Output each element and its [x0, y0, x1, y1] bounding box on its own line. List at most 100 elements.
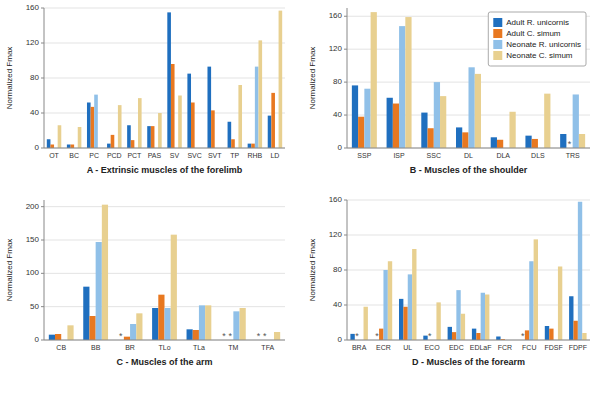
- bar: [71, 145, 75, 149]
- bar: [193, 330, 199, 340]
- annotation: *: [263, 331, 267, 341]
- bar: [152, 308, 158, 340]
- bar: [111, 135, 115, 148]
- x-tick-label: SVC: [187, 152, 201, 159]
- annotation: *: [119, 331, 123, 341]
- x-tick-label: BB: [91, 344, 101, 351]
- x-tick-label: DLS: [531, 152, 545, 159]
- bar: [96, 242, 102, 340]
- bar: [461, 314, 465, 340]
- bar: [579, 134, 585, 148]
- y-tick-label: 120: [329, 44, 343, 53]
- y-tick-label: 120: [329, 230, 343, 239]
- panel: 04080120160OTBCPCPCDPCTPASSVSVCSVTTPRHBL…: [5, 3, 285, 175]
- bar: [452, 332, 456, 340]
- bar: [158, 295, 164, 340]
- bar: [87, 103, 91, 149]
- x-tick-label: ISP: [393, 152, 405, 159]
- x-axis-label: B - Muscles of the shoulder: [410, 165, 528, 175]
- bar: [50, 145, 54, 149]
- bar: [440, 96, 446, 148]
- bar: [191, 103, 195, 149]
- bar: [187, 329, 193, 340]
- bar: [171, 64, 175, 148]
- bar: [379, 329, 383, 340]
- bar: [279, 11, 283, 148]
- legend-label: Adult C. simum: [506, 29, 561, 38]
- bar: [371, 12, 377, 148]
- bar: [423, 336, 427, 340]
- legend-label: Neonate R. unicornis: [506, 40, 581, 49]
- bar: [94, 95, 98, 148]
- bar: [47, 139, 51, 148]
- bars: [49, 205, 280, 340]
- legend-label: Adult R. unicornis: [506, 18, 569, 27]
- annotation: *: [257, 331, 261, 341]
- bar: [248, 144, 252, 148]
- bar: [138, 98, 142, 148]
- bar: [421, 113, 427, 148]
- grid-line: [347, 148, 590, 149]
- x-tick-label: TRS: [566, 152, 580, 159]
- panel: 050100150200CBBBBRTLoTLaTMTFAC - Muscles…: [5, 200, 285, 367]
- bar: [434, 82, 440, 148]
- bar: [436, 302, 440, 340]
- x-tick-label: CB: [56, 344, 66, 351]
- bar: [491, 137, 497, 148]
- y-tick-label: 120: [26, 38, 40, 47]
- bar: [231, 139, 235, 148]
- grid-line: [44, 273, 285, 274]
- bar: [78, 127, 82, 148]
- bar: [428, 128, 434, 148]
- y-axis-line: [347, 200, 348, 340]
- x-tick-label: TLa: [193, 344, 205, 351]
- bar: [544, 94, 550, 148]
- x-tick-label: BRA: [352, 344, 367, 351]
- bar: [67, 145, 71, 149]
- annotation: *: [521, 331, 525, 341]
- y-tick-label: 0: [338, 335, 343, 344]
- bars: [350, 202, 586, 340]
- bar: [534, 239, 538, 340]
- annotation: *: [568, 139, 572, 149]
- bars: [47, 11, 282, 148]
- bar: [448, 327, 452, 340]
- legend-swatch: [493, 29, 502, 38]
- x-tick-label: TM: [228, 344, 238, 351]
- grid-line: [44, 148, 285, 149]
- x-tick-label: PC: [89, 152, 99, 159]
- bar: [549, 329, 553, 340]
- y-tick-label: 160: [329, 11, 343, 20]
- y-tick-label: 0: [35, 143, 40, 152]
- x-tick-label: ECO: [424, 344, 440, 351]
- bar: [67, 325, 73, 340]
- bar: [525, 136, 531, 148]
- bars: [352, 12, 585, 148]
- bar: [408, 274, 412, 340]
- y-axis-line: [44, 8, 45, 148]
- x-tick-label: TP: [230, 152, 239, 159]
- bar: [573, 94, 579, 148]
- bar: [358, 117, 364, 148]
- x-tick-label: EDC: [449, 344, 464, 351]
- grid-line: [44, 240, 285, 241]
- legend: Adult R. unicornis Adult C. simum Neonate …: [488, 12, 586, 66]
- x-tick-label: DLA: [496, 152, 510, 159]
- bar: [131, 140, 135, 148]
- bar: [403, 307, 407, 340]
- x-axis-label: D - Muscles of the forearm: [412, 357, 525, 367]
- y-tick-label: 40: [333, 110, 342, 119]
- grid-line: [347, 340, 590, 341]
- bar: [532, 139, 538, 148]
- x-tick-label: PCD: [107, 152, 122, 159]
- x-tick-label: FDPF: [569, 344, 587, 351]
- bar: [233, 311, 239, 340]
- y-tick-label: 160: [26, 3, 40, 12]
- legend-swatch: [493, 40, 502, 49]
- x-tick-label: BC: [69, 152, 79, 159]
- bar: [393, 104, 399, 148]
- annotation: *: [375, 331, 379, 341]
- y-tick-label: 100: [26, 268, 40, 277]
- annotation: *: [355, 331, 359, 341]
- bar: [187, 74, 191, 148]
